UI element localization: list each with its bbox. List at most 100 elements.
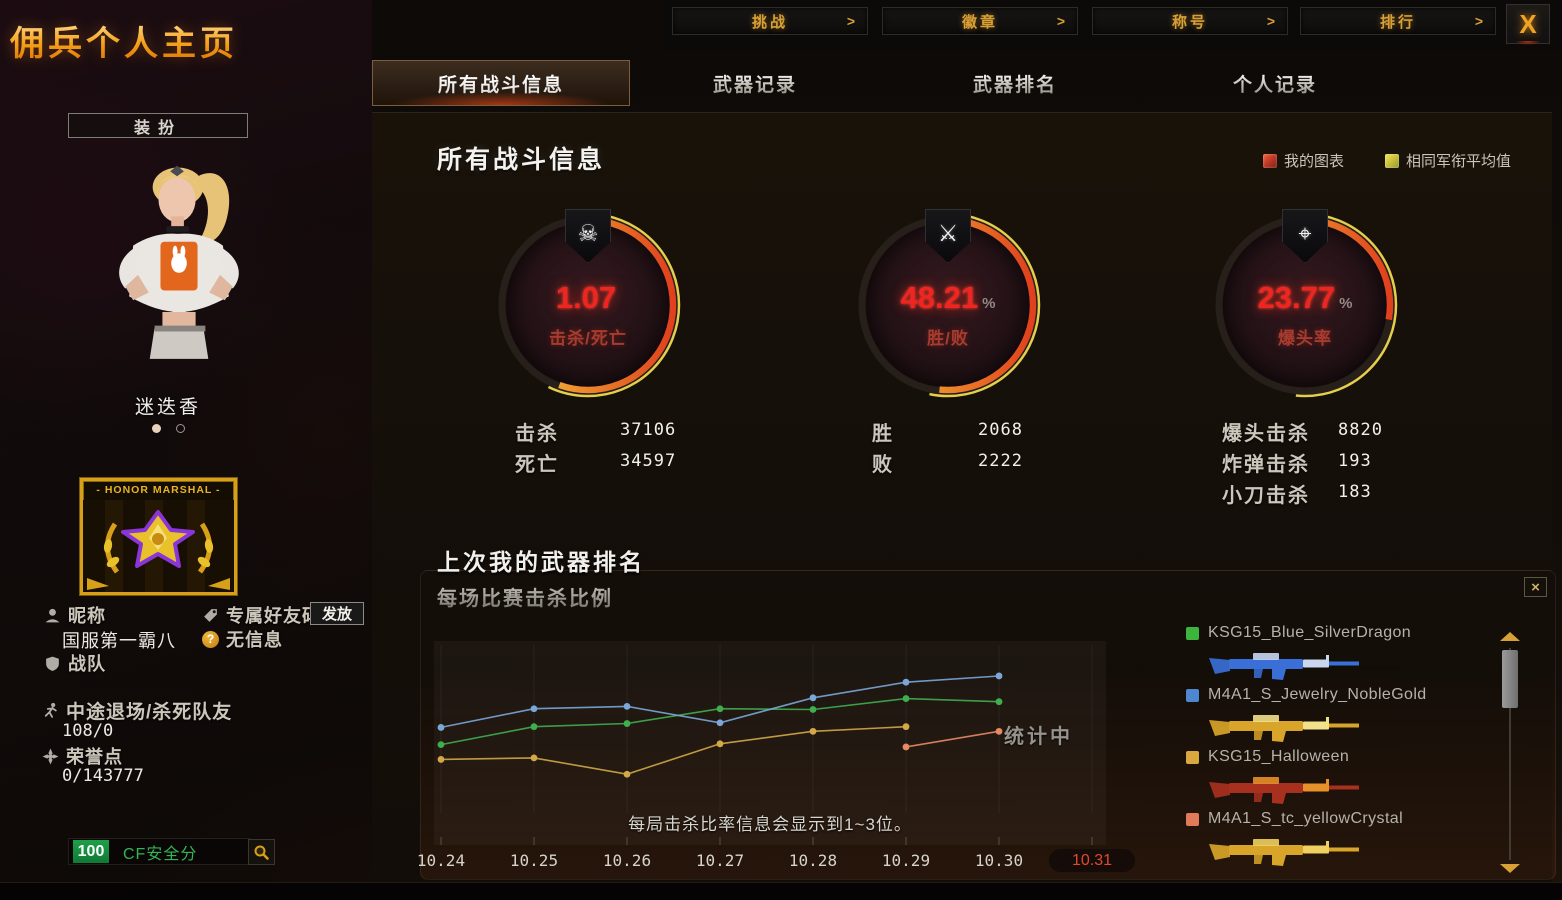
tab-label: 武器排名 [973,70,1057,97]
rank-badge: - HONOR MARSHAL - [80,478,237,595]
deaths-value: 34597 [620,451,677,471]
legend-average-swatch [1385,153,1399,168]
x-tick-10-31-highlighted: 10.31 [1049,849,1135,872]
legend-average: 相同军衔平均值 [1385,150,1511,171]
knife-kills-label: 小刀击杀 [1222,485,1310,507]
legend-average-label: 相同军衔平均值 [1406,153,1512,170]
bottom-bar [0,882,1562,900]
carousel-dot-2[interactable] [176,424,185,433]
close-icon: × [1531,578,1540,596]
scrollbar-track[interactable] [1509,648,1511,860]
chevron-right-icon: > [1266,13,1275,29]
weapon-name: M4A1_S_Jewelry_NobleGold [1208,686,1427,703]
clan-shield-icon [46,656,59,671]
safety-score-badge: 100 [73,840,109,863]
tab-personal-records[interactable]: 个人记录 [1180,60,1370,106]
x-tick-10-24: 10.24 [416,851,466,870]
weapon-item-2: M4A1_S_Jewelry_NobleGold [1186,686,1427,704]
section-heading: 所有战斗信息 [437,146,606,174]
scroll-down-arrow-icon[interactable] [1500,864,1520,873]
kill-ratio-subheading: 每场比赛击杀比例 [437,582,613,611]
close-window-button[interactable]: X [1506,4,1550,45]
lower-section-panel [420,570,1556,880]
nav-button-badge[interactable]: 徽章 > [882,7,1078,35]
chevron-right-icon: > [846,13,855,29]
friend-code-row: 专属好友码 [202,602,321,628]
chevron-right-icon: > [1474,13,1483,29]
weapon-swatch-blue [1186,688,1199,702]
bomb-kills-label: 炸弹击杀 [1222,454,1310,476]
friend-code-label: 专属好友码 [226,606,321,626]
kills-label: 击杀 [515,423,559,445]
tab-label: 所有战斗信息 [438,70,564,97]
nav-label: 徽章 [961,13,998,31]
rank-badge-title: - HONOR MARSHAL - [96,484,221,496]
scroll-up-arrow-icon[interactable] [1500,632,1520,641]
honor-row: 荣誉点 [42,743,123,769]
gauge-win-rate: ⚔ 48.21% 胜/败 [853,209,1043,400]
quit-value: 108/0 [62,721,114,741]
friend-code-tag-icon [204,608,217,622]
line-chart-svg [437,645,1093,845]
tab-weapon-records[interactable]: 武器记录 [660,60,850,106]
nickname-value: 国服第一霸八 [62,631,176,651]
honor-value: 0/143777 [62,766,144,786]
honor-label: 荣誉点 [66,747,123,767]
scrollbar-thumb[interactable] [1502,650,1518,708]
legend-mine-label: 我的图表 [1284,153,1345,170]
tab-label: 个人记录 [1233,70,1317,97]
wins-value: 2068 [978,420,1023,440]
tab-label: 武器记录 [713,70,797,97]
grant-label: 发放 [321,606,352,623]
gauge-label: 胜/败 [927,329,969,348]
character-name: 迷迭香 [134,397,201,418]
weapon-image-m4a1-gold [1206,708,1366,744]
weapon-panel-close-button[interactable]: × [1524,577,1547,597]
tab-all-combat-info[interactable]: 所有战斗信息 [372,60,630,106]
tab-weapon-ranking[interactable]: 武器排名 [920,60,1110,106]
safety-score-lookup-button[interactable] [248,839,275,865]
weapon-image-m4a1-crystal [1206,832,1366,868]
nav-button-ranking[interactable]: 排行 > [1300,7,1496,35]
clan-row: 战队 [44,650,106,676]
gauge-value: 23.77% [1257,280,1353,315]
weapon-swatch-yellow [1186,750,1199,764]
nav-label: 称号 [1171,13,1208,31]
gauge-label: 爆头率 [1278,329,1332,348]
x-tick-10-29: 10.29 [881,851,931,870]
question-icon: ? [202,630,219,648]
grant-friend-code-button[interactable]: 发放 [310,602,364,625]
runner-icon [44,702,57,718]
bomb-kills-value: 193 [1338,451,1372,471]
character-figure [119,165,239,359]
honor-medal-icon [42,748,59,764]
weapon-name: M4A1_S_tc_yellowCrystal [1208,810,1404,827]
nav-button-title[interactable]: 称号 > [1092,7,1288,35]
clan-label: 战队 [68,654,106,674]
x-tick-10-28: 10.28 [788,851,838,870]
rifle-crosshair-icon: ⌖ [1298,219,1312,246]
person-icon [45,608,60,622]
nav-button-challenge[interactable]: 挑战 > [672,7,868,35]
x-tick-10-30: 10.30 [974,851,1024,870]
carousel-dot-1[interactable] [152,424,161,433]
friend-code-status-row: ? 无信息 [202,626,283,652]
chevron-right-icon: > [1056,13,1065,29]
weapon-image-ksg15-halloween [1206,770,1366,806]
weapon-name: KSG15_Halloween [1208,748,1350,765]
quit-label: 中途退场/杀死队友 [66,702,233,723]
dress-up-button[interactable]: 装扮 [68,113,248,138]
nav-label: 排行 [1379,13,1416,31]
close-icon: X [1519,8,1537,39]
nav-label: 挑战 [751,13,788,31]
friend-code-status: 无信息 [226,630,283,650]
weapon-item-4: M4A1_S_tc_yellowCrystal [1186,810,1403,828]
quit-row: 中途退场/杀死队友 [42,697,232,724]
gauge-kd-ratio: ☠ 1.07 击杀/死亡 [493,209,683,400]
safety-score-box: 100 CF安全分 [68,838,250,865]
rank-badge-emblem [83,500,234,592]
losses-label: 败 [872,454,894,476]
knife-kills-value: 183 [1338,482,1372,502]
dress-up-label: 装扮 [133,119,182,137]
headshot-kills-label: 爆头击杀 [1222,423,1310,445]
